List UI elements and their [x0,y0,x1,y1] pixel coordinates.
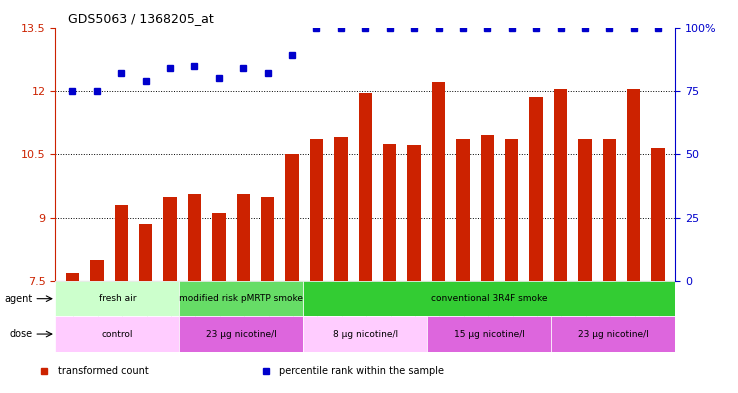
Bar [603,140,616,281]
Bar [627,89,641,281]
Bar [303,316,427,352]
Text: fresh air: fresh air [99,294,136,303]
Bar [554,89,568,281]
Bar [652,148,665,281]
Bar [286,154,299,281]
Text: modified risk pMRTP smoke: modified risk pMRTP smoke [179,294,303,303]
Text: percentile rank within the sample: percentile rank within the sample [279,366,444,376]
Bar [261,196,275,281]
Text: 8 μg nicotine/l: 8 μg nicotine/l [333,330,398,338]
Bar [579,140,592,281]
Bar [456,140,469,281]
Bar [179,316,303,352]
Bar [139,224,152,281]
Text: GDS5063 / 1368205_at: GDS5063 / 1368205_at [68,12,213,25]
Text: 23 μg nicotine/l: 23 μg nicotine/l [206,330,277,338]
Bar [505,140,519,281]
Text: dose: dose [10,329,33,339]
Bar [237,195,250,281]
Bar [480,135,494,281]
Text: agent: agent [4,294,33,304]
Bar [383,144,396,281]
Bar [334,138,348,281]
Text: 15 μg nicotine/l: 15 μg nicotine/l [454,330,525,338]
Bar [310,140,323,281]
Bar [90,260,103,281]
Bar [66,273,79,281]
Bar [212,213,226,281]
Bar [163,196,177,281]
Text: conventional 3R4F smoke: conventional 3R4F smoke [431,294,548,303]
Text: transformed count: transformed count [58,366,148,376]
Bar [187,195,201,281]
Bar [427,316,551,352]
Bar [114,205,128,281]
Bar [407,145,421,281]
Text: 23 μg nicotine/l: 23 μg nicotine/l [578,330,649,338]
Bar [529,97,543,281]
Bar [179,281,303,316]
Bar [432,83,445,281]
Bar [55,316,179,352]
Bar [303,281,675,316]
Bar [551,316,675,352]
Bar [55,281,179,316]
Text: control: control [102,330,133,338]
Bar [359,93,372,281]
